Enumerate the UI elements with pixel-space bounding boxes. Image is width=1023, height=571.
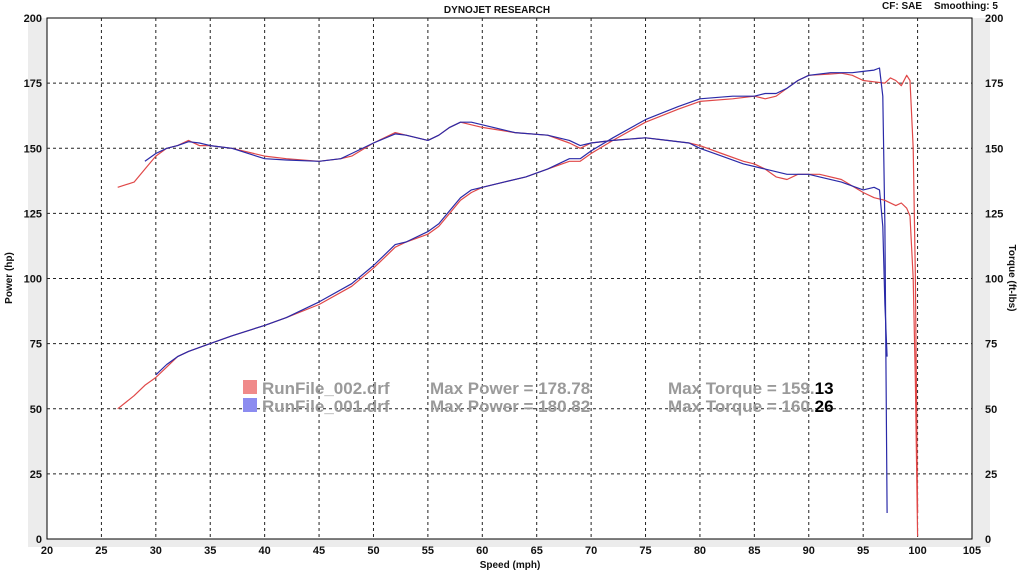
y-tick-label-left: 0 — [36, 534, 42, 546]
x-tick-label: 90 — [803, 545, 815, 557]
y-tick-label-right: 200 — [985, 13, 1003, 25]
legend-torque-suffix-run-001: 26 — [815, 397, 834, 416]
y-tick-label-left: 150 — [24, 143, 42, 155]
y-tick-label-right: 25 — [985, 469, 997, 481]
y-tick-label-right: 125 — [985, 208, 1003, 220]
x-tick-label: 30 — [150, 545, 162, 557]
x-tick-label: 20 — [41, 545, 53, 557]
x-axis-label: Speed (mph) — [480, 560, 541, 571]
y-tick-label-left: 50 — [30, 404, 42, 416]
legend-torque-prefix-run-001: Max Torque = 160. — [668, 397, 815, 416]
legend-power-run-001: Max Power = 180.82 — [430, 397, 590, 416]
legend-torque-suffix-run-002: 13 — [815, 379, 834, 398]
series-layer — [117, 67, 919, 537]
grid-lines — [47, 18, 972, 539]
y-tick-label-right: 50 — [985, 404, 997, 416]
legend-torque-prefix-run-002: Max Torque = 159. — [668, 379, 815, 398]
y-tick-label-left: 125 — [24, 208, 42, 220]
tick-layer: 20 25 30 35 40 45 50 55 60 65 70 75 80 85 90 95 100 105 0 0… — [24, 13, 1004, 557]
legend-swatch-run-001 — [243, 398, 257, 412]
legend-file-run-002: RunFile_002.drf — [262, 379, 390, 398]
y-tick-label-left: 100 — [24, 274, 42, 286]
y-tick-label-left: 75 — [30, 339, 42, 351]
legend: RunFile_002.drf Max Power = 178.78 Max T… — [243, 379, 834, 416]
x-tick-label: 45 — [313, 545, 325, 557]
y-axis-label-right: Torque (ft-lbs) — [1006, 244, 1017, 311]
legend-entry-run-002: RunFile_002.drf Max Power = 178.78 Max T… — [243, 379, 834, 398]
x-tick-label: 60 — [476, 545, 488, 557]
y-axis-label-left: Power (hp) — [4, 252, 15, 304]
y-tick-label-right: 150 — [985, 143, 1003, 155]
x-tick-label: 100 — [908, 545, 926, 557]
x-tick-label: 25 — [95, 545, 107, 557]
legend-entry-run-001: RunFile_001.drf Max Power = 180.82 Max T… — [243, 397, 834, 416]
x-tick-label: 35 — [204, 545, 216, 557]
x-tick-label: 40 — [259, 545, 271, 557]
x-tick-label: 85 — [748, 545, 760, 557]
y-tick-label-right: 175 — [985, 78, 1003, 90]
smoothing-label: Smoothing: 5 — [934, 1, 998, 12]
legend-file-run-001: RunFile_001.drf — [262, 397, 390, 416]
y-tick-label-left: 175 — [24, 78, 42, 90]
y-tick-label-right: 75 — [985, 339, 997, 351]
chart-title: DYNOJET RESEARCH — [444, 5, 550, 16]
legend-swatch-run-002 — [243, 380, 257, 394]
x-tick-label: 75 — [639, 545, 651, 557]
y-tick-label-left: 25 — [30, 469, 42, 481]
y-tick-label-right: 0 — [985, 534, 991, 546]
x-tick-label: 65 — [531, 545, 543, 557]
correction-factor: CF: SAE — [882, 1, 922, 12]
x-tick-label: 50 — [367, 545, 379, 557]
y-tick-label-right: 100 — [985, 274, 1003, 286]
x-tick-label: 70 — [585, 545, 597, 557]
x-tick-label: 55 — [422, 545, 434, 557]
x-tick-label: 105 — [963, 545, 981, 557]
x-tick-label: 80 — [694, 545, 706, 557]
legend-torque-run-002: Max Torque = 159.13 — [668, 379, 834, 398]
legend-power-run-002: Max Power = 178.78 — [430, 379, 590, 398]
legend-torque-run-001: Max Torque = 160.26 — [668, 397, 834, 416]
series-line-runfile-001-drf-power — [155, 67, 888, 514]
series-line-runfile-001-drf-torque — [144, 121, 888, 357]
y-tick-label-left: 200 — [24, 13, 42, 25]
x-tick-label: 95 — [857, 545, 869, 557]
